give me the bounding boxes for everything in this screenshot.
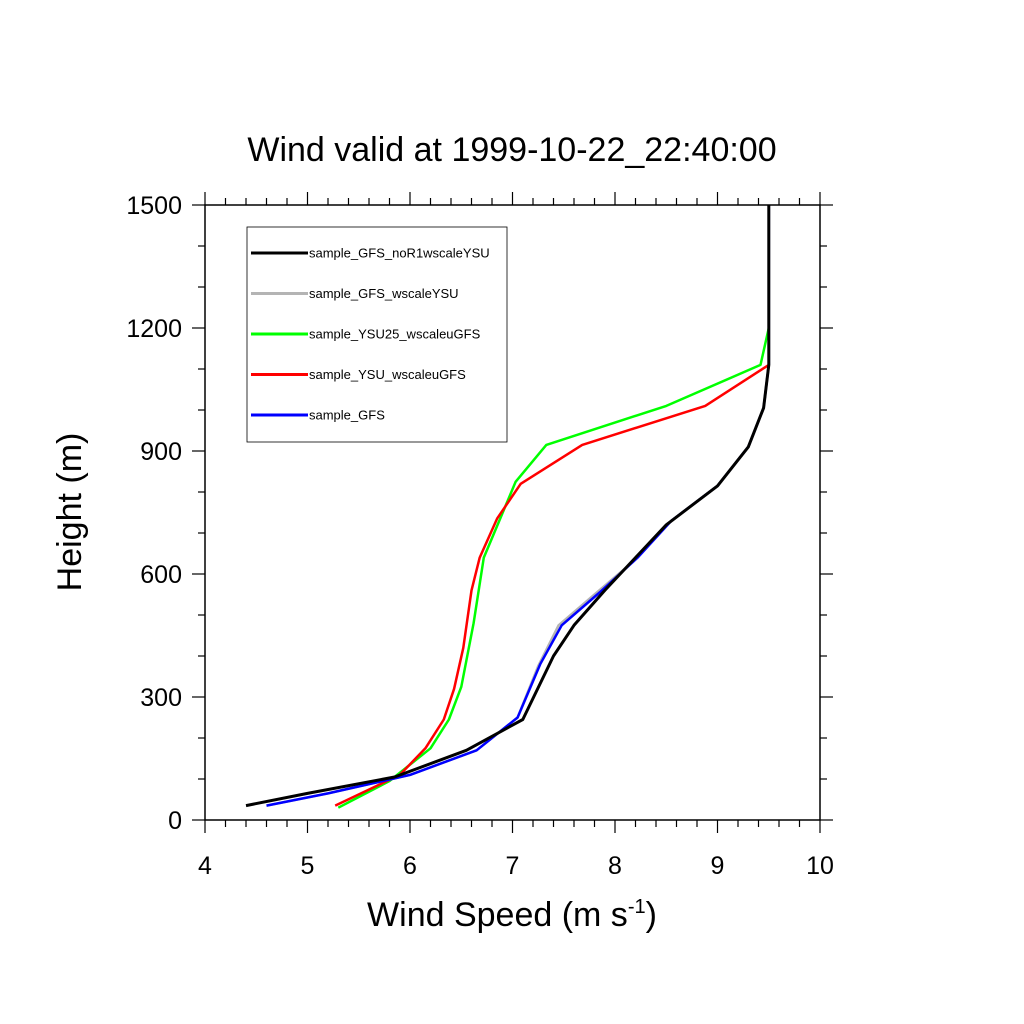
y-tick-label: 300 <box>140 684 182 712</box>
x-tick-label: 8 <box>608 852 622 880</box>
series-line-4 <box>334 363 770 807</box>
x-tick-label: 9 <box>711 852 725 880</box>
plot-frame <box>204 204 821 821</box>
x-tick-label: 10 <box>806 852 834 880</box>
legend: sample_GFS_noR1wscaleYSU sample_GFS_wscal… <box>246 226 508 443</box>
legend-label: sample_YSU_wscaleuGFS <box>309 367 466 382</box>
x-tick-label: 4 <box>198 852 212 880</box>
series-layer <box>245 205 771 809</box>
legend-label: sample_GFS <box>309 408 385 423</box>
legend-label: sample_YSU25_wscaleuGFS <box>309 327 481 342</box>
x-axis-label-superscript: -1 <box>628 896 646 918</box>
y-axis-label: Height (m) <box>51 433 89 592</box>
chart-title: Wind valid at 1999-10-22_22:40:00 <box>247 131 776 169</box>
x-tick-label: 5 <box>301 852 315 880</box>
series-line-1 <box>245 205 771 808</box>
y-tick-label: 1500 <box>126 192 182 220</box>
x-axis-label: Wind Speed (m s-1) <box>367 896 657 934</box>
legend-label: sample_GFS_wscaleYSU <box>309 286 459 301</box>
series-line-3 <box>337 327 771 809</box>
x-axis-label-base: Wind Speed (m s <box>367 896 628 934</box>
y-tick-label: 1200 <box>126 315 182 343</box>
x-tick-label: 7 <box>506 852 520 880</box>
y-tick-label: 900 <box>140 438 182 466</box>
legend-label: sample_GFS_noR1wscaleYSU <box>309 246 490 261</box>
x-tick-label: 6 <box>403 852 417 880</box>
x-axis-label-close: ) <box>646 896 657 934</box>
ticks-layer: 4 5 6 7 8 9 10 0 300 600 900 1200 1500 <box>126 192 834 880</box>
y-tick-label: 0 <box>168 807 182 835</box>
y-tick-label: 600 <box>140 561 182 589</box>
